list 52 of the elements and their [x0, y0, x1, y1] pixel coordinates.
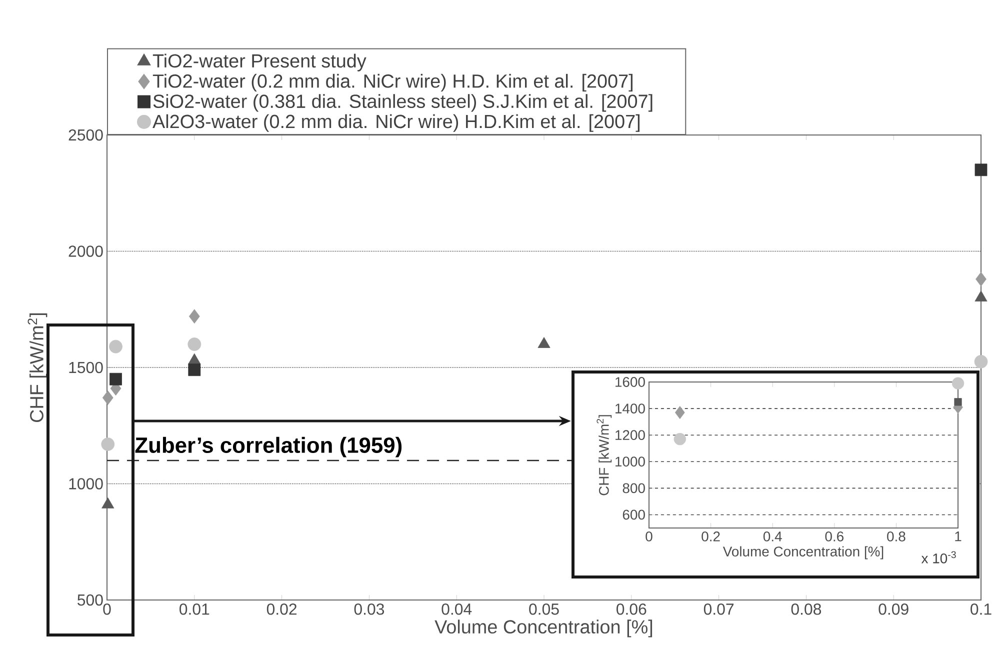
- x-axis-title: Volume Concentration [%]: [434, 620, 652, 638]
- point: [954, 398, 962, 406]
- x-tick-label: 0.07: [704, 604, 734, 615]
- x-tick-label: 0.05: [529, 604, 559, 615]
- legend-label: Al2O3-water (0.2 mm dia. NiCr wire) H.D.Kim et al. [2007]: [152, 114, 640, 132]
- x-tick-label: 0.4: [763, 532, 782, 542]
- y-tick-label: 1500: [69, 362, 103, 374]
- point: [674, 406, 685, 420]
- point: [188, 338, 202, 351]
- x-tick-label: 0.06: [616, 604, 646, 615]
- point: [101, 438, 115, 451]
- x-axis-title: Volume Concentration [%]: [722, 546, 884, 560]
- y-axis-title: CHF [kW/m$^{2}$]: [28, 313, 48, 422]
- x-tick-label: 0.6: [825, 532, 844, 542]
- y-axis-title: CHF [kW/m$^{2}$]: [596, 415, 612, 496]
- y-tick-label: 1200: [616, 430, 645, 440]
- x-tick-label: 0.1: [970, 604, 992, 615]
- y-tick-label: 2000: [68, 246, 103, 257]
- y-tick-label: 1000: [616, 456, 645, 467]
- point: [974, 164, 988, 176]
- point: [188, 364, 201, 376]
- point: [974, 354, 988, 368]
- point: [110, 372, 122, 386]
- legend-label: TiO2-water Present study: [152, 54, 366, 72]
- x-tick-label: 0.03: [354, 604, 384, 615]
- y-tick-label: 600: [622, 510, 645, 520]
- point: [188, 309, 200, 324]
- x-tick-label: 0.08: [791, 604, 822, 615]
- y-tick-label: 1400: [616, 404, 645, 414]
- point: [976, 272, 986, 286]
- y-tick-label: 1600: [616, 377, 645, 387]
- x-tick-label: 0: [646, 532, 652, 542]
- x-tick-label: 0: [103, 604, 111, 615]
- point: [109, 340, 122, 354]
- y-tick-label: 800: [622, 483, 645, 494]
- x-tick-label: 0.2: [702, 532, 720, 542]
- x-tick-label: 0.04: [442, 604, 472, 615]
- x-tick-label: 0.09: [878, 604, 908, 615]
- x-tick-label: 0.8: [887, 532, 906, 542]
- y-tick-label: 500: [78, 594, 103, 606]
- point: [952, 377, 964, 390]
- x-tick-label: 0.02: [266, 604, 297, 615]
- x-tick-label: 0.01: [180, 604, 210, 615]
- legend-label: TiO2-water (0.2 mm dia. NiCr wire) H.D. Kim et al. [2007]: [152, 74, 632, 92]
- x-tick-label: 1: [955, 532, 962, 542]
- point: [102, 390, 114, 405]
- annotation: x 10$^{-3}$: [921, 551, 956, 564]
- legend-label: SiO2-water (0.381 dia. Stainless steel) S.J.Kim et al. [2007]: [153, 94, 652, 112]
- y-tick-label: 2500: [68, 129, 103, 141]
- point: [674, 432, 686, 446]
- y-tick-label: 1000: [69, 478, 103, 490]
- ref-line-label: Zuber’s correlation (1959): [135, 436, 402, 458]
